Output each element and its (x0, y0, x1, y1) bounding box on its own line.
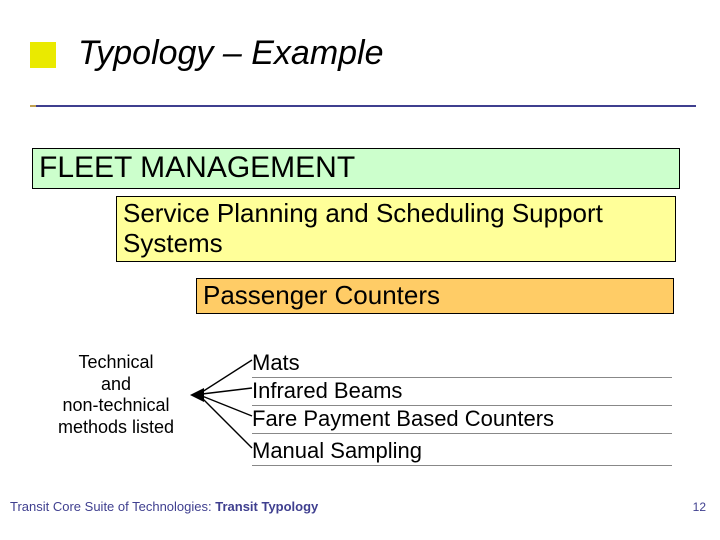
accent-square (30, 42, 56, 68)
box-level2-text: Service Planning and Scheduling Support … (123, 198, 603, 258)
footer-prefix: Transit Core Suite of Technologies: (10, 499, 215, 514)
bracket-arrows (182, 348, 262, 478)
box-level3: Passenger Counters (196, 278, 674, 314)
box-level1: FLEET MANAGEMENT (32, 148, 680, 189)
footer: Transit Core Suite of Technologies: Tran… (10, 499, 318, 514)
slide-title: Typology – Example (78, 34, 384, 73)
list-item: Manual Sampling (252, 438, 672, 466)
box-level3-text: Passenger Counters (203, 280, 440, 310)
list-item: Fare Payment Based Counters (252, 406, 672, 434)
box-level2: Service Planning and Scheduling Support … (116, 196, 676, 262)
annotation-text: Technicalandnon-technicalmethods listed (58, 352, 174, 438)
title-rule (36, 105, 696, 107)
footer-bold: Transit Typology (215, 499, 318, 514)
slide-number: 12 (693, 500, 706, 514)
list-item: Mats (252, 350, 672, 378)
list-item: Infrared Beams (252, 378, 672, 406)
box-level1-text: FLEET MANAGEMENT (39, 151, 355, 184)
